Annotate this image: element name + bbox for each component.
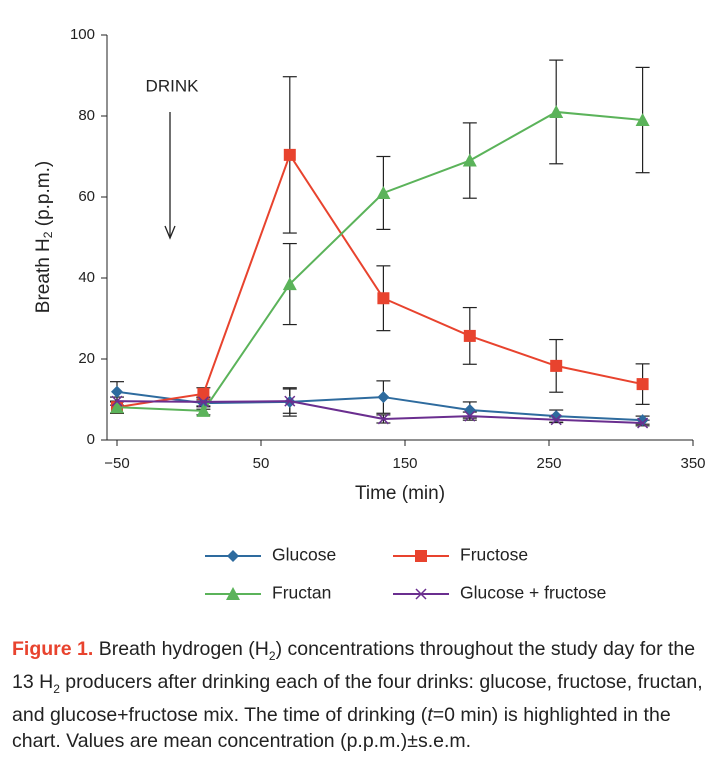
marker — [284, 395, 296, 407]
legend-label: Glucose + fructose — [460, 583, 606, 603]
caption-text: Breath hydrogen (H — [98, 638, 269, 660]
marker — [197, 387, 210, 400]
marker — [377, 413, 389, 425]
x-tick-label: 150 — [392, 455, 417, 472]
legend-marker — [227, 550, 239, 562]
x-tick-label: 50 — [253, 455, 270, 472]
caption-text: producers after drinking each of the fou… — [12, 670, 703, 726]
marker — [463, 404, 476, 417]
x-tick-label: 250 — [536, 455, 561, 472]
marker — [550, 414, 562, 426]
x-tick-label: 350 — [680, 455, 705, 472]
marker — [636, 378, 649, 391]
marker — [110, 400, 124, 414]
x-axis-label: Time (min) — [355, 483, 445, 504]
legend-marker — [415, 588, 427, 600]
marker — [111, 385, 123, 398]
chart: DRINK Breath H2 (p.p.m.) Time (min) 0 20 4… — [33, 26, 706, 603]
marker — [635, 113, 650, 127]
y-tick-label: 40 — [78, 269, 95, 286]
marker — [637, 417, 649, 429]
series-line — [116, 400, 643, 424]
y-tick-label: 80 — [78, 107, 95, 124]
caption-label: Figure 1. — [12, 638, 94, 660]
marker — [196, 403, 211, 417]
caption-sub: 2 — [53, 681, 60, 696]
y-tick-label: 0 — [87, 431, 95, 448]
y-tick-label: 20 — [78, 350, 95, 367]
marker — [283, 148, 296, 161]
marker — [111, 395, 123, 407]
y-tick-label: 60 — [78, 188, 95, 205]
marker — [549, 104, 564, 118]
marker — [197, 396, 209, 408]
marker — [550, 359, 563, 372]
caption-sub: 2 — [268, 648, 276, 663]
y-label-part: (p.p.m.) — [33, 161, 54, 232]
legend-label: Fructose — [460, 545, 528, 565]
caption-text: ) concentrations throughout the study da… — [12, 638, 696, 693]
y-axis-label: Breath H2 (p.p.m.) — [33, 161, 55, 313]
y-tick-label: 100 — [70, 26, 95, 43]
caption-text: =0 min) is highlighted in the chart. Val… — [12, 703, 671, 752]
legend-label: Glucose — [272, 545, 336, 565]
annotation: DRINK — [146, 76, 200, 95]
legend-marker — [226, 587, 240, 600]
y-label-part: Breath H — [33, 238, 54, 313]
marker — [463, 329, 476, 342]
marker — [376, 185, 391, 199]
legend-label: Fructan — [272, 583, 331, 603]
arrow-head — [164, 225, 176, 240]
legend-marker — [415, 550, 427, 562]
y-label-sub: 2 — [41, 231, 55, 238]
marker — [282, 277, 297, 291]
marker — [377, 292, 390, 305]
caption: Figure 1. Breath hydrogen (H2) concentra… — [12, 636, 712, 754]
marker — [464, 410, 476, 422]
caption-italic: t — [427, 703, 433, 726]
marker — [377, 391, 390, 404]
marker — [462, 153, 477, 167]
x-tick-label: −50 — [104, 455, 129, 472]
